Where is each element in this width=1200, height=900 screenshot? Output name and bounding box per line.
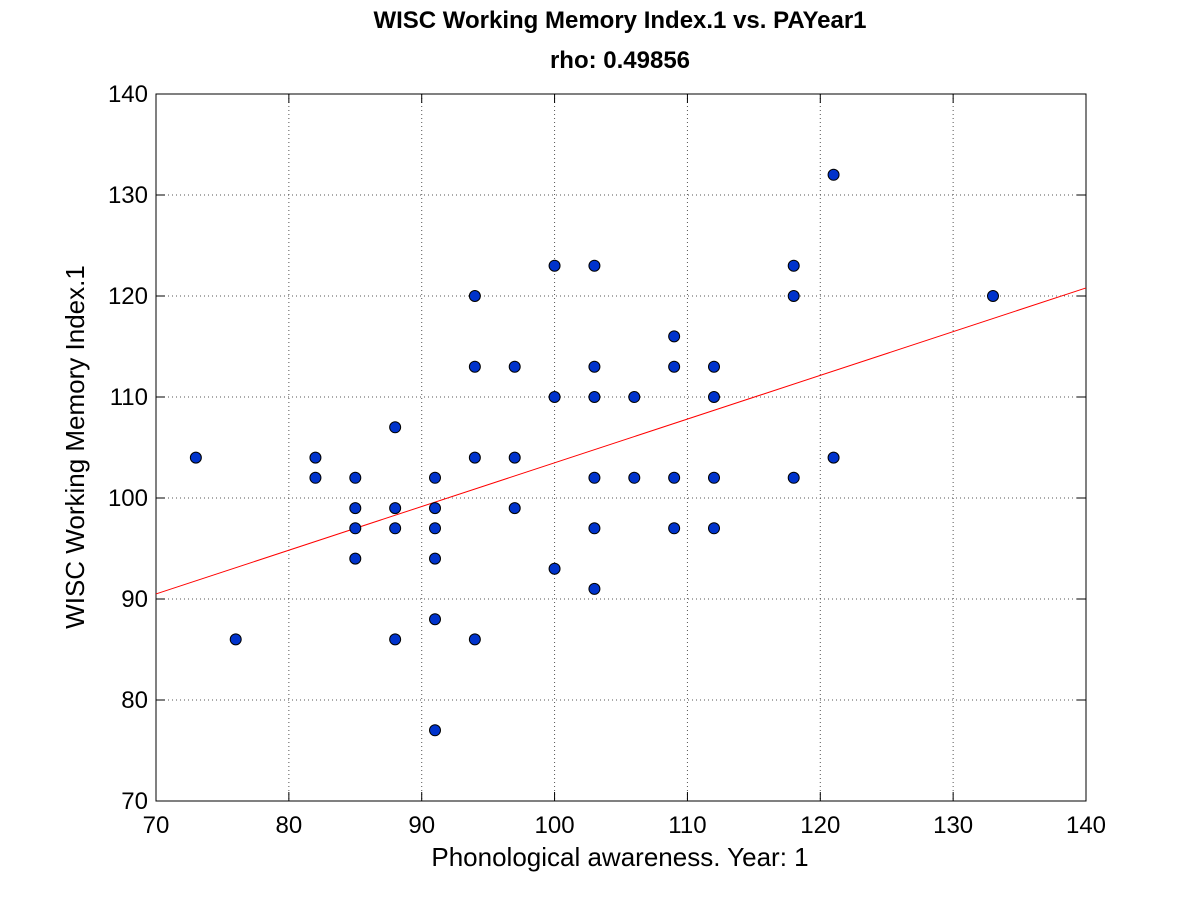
data-point	[349, 552, 362, 565]
chart-title: WISC Working Memory Index.1 vs. PAYear1	[373, 7, 866, 34]
data-point	[508, 451, 521, 464]
data-point	[588, 259, 601, 272]
plot-area: 70 80 90 100 110 120 130 140 70 80 90 100 110 120 130 1…	[108, 81, 1106, 839]
fit-line	[155, 287, 1087, 595]
data-point	[548, 391, 561, 403]
y-tick-label: 110	[110, 384, 148, 411]
data-point	[468, 633, 481, 646]
data-point	[429, 502, 441, 515]
y-axis-label: WISC Working Memory Index.1	[60, 265, 90, 629]
x-tick-label: 100	[535, 812, 575, 839]
data-point	[429, 522, 441, 535]
y-tick-label: 90	[121, 586, 148, 613]
data-point	[429, 471, 441, 484]
data-point	[429, 613, 441, 626]
data-point	[708, 360, 720, 373]
x-tick-label: 110	[668, 812, 706, 839]
data-point	[787, 290, 800, 302]
data-point	[588, 471, 601, 484]
data-point	[708, 471, 720, 484]
data-point	[668, 360, 681, 373]
data-point	[468, 360, 481, 373]
data-point	[468, 290, 481, 302]
plot-frame	[155, 93, 1087, 802]
data-point	[309, 451, 322, 464]
data-point	[628, 391, 641, 403]
data-point	[349, 471, 362, 484]
data-point	[787, 471, 800, 484]
y-tick-label: 70	[121, 788, 148, 815]
data-point	[827, 451, 840, 464]
data-point	[588, 582, 601, 595]
x-tick-label: 70	[143, 812, 170, 839]
data-point	[708, 522, 720, 535]
data-point	[628, 471, 641, 484]
y-tick-label: 120	[108, 283, 148, 310]
data-point	[389, 633, 402, 646]
chart-subtitle: rho: 0.49856	[550, 47, 690, 74]
x-tick-label: 90	[408, 812, 435, 839]
data-point	[349, 502, 362, 515]
x-axis-label: Phonological awareness. Year: 1	[431, 842, 808, 872]
data-point	[787, 259, 800, 272]
y-tick-label: 80	[121, 687, 148, 714]
data-point	[429, 724, 441, 737]
data-point	[189, 451, 202, 464]
data-point	[309, 471, 322, 484]
data-point	[588, 522, 601, 535]
x-tick-label: 80	[276, 812, 303, 839]
data-point	[349, 522, 362, 535]
x-tick-label: 120	[800, 812, 840, 839]
data-point	[668, 471, 681, 484]
x-tick-label: 130	[933, 812, 973, 839]
data-point	[389, 502, 402, 515]
y-tick-label: 140	[108, 81, 148, 108]
data-point	[508, 502, 521, 515]
data-point	[468, 451, 481, 464]
data-point	[588, 391, 601, 403]
data-point	[827, 168, 840, 181]
data-point	[668, 330, 681, 343]
data-point	[389, 421, 402, 434]
data-point	[548, 259, 561, 272]
data-point	[987, 290, 999, 302]
x-tick-label: 140	[1066, 812, 1106, 839]
data-point	[429, 552, 441, 565]
y-tick-label: 100	[108, 485, 148, 512]
data-point	[668, 522, 681, 535]
data-point	[548, 562, 561, 575]
data-point	[229, 633, 242, 646]
y-tick-label: 130	[108, 182, 148, 209]
data-point	[588, 360, 601, 373]
data-point	[389, 522, 402, 535]
data-point	[708, 391, 720, 403]
data-point	[508, 360, 521, 373]
